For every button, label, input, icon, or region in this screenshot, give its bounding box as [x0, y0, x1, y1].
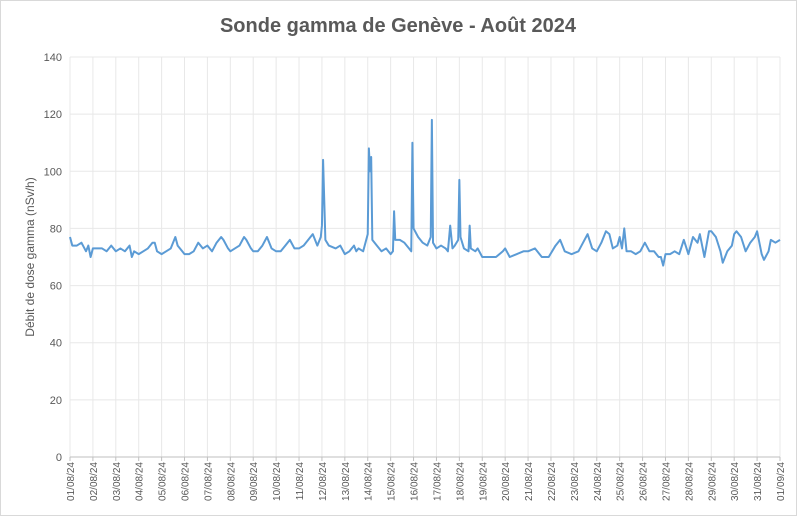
- y-tick-label: 20: [50, 395, 62, 407]
- y-tick-label: 140: [44, 52, 62, 64]
- x-tick-label: 15/08/24: [387, 462, 398, 501]
- x-tick-label: 01/08/24: [66, 462, 77, 501]
- x-tick-label: 12/08/24: [318, 462, 329, 501]
- x-tick-label: 29/08/24: [707, 462, 718, 501]
- chart-title: Sonde gamma de Genève - Août 2024: [220, 15, 577, 37]
- x-tick-label: 17/08/24: [432, 462, 443, 501]
- y-tick-label: 120: [44, 109, 62, 121]
- x-tick-label: 02/08/24: [89, 462, 100, 501]
- data-line: [69, 118, 781, 267]
- x-tick-label: 01/09/24: [776, 462, 787, 501]
- x-tick-label: 26/08/24: [639, 462, 650, 501]
- y-tick-label: 100: [44, 166, 62, 178]
- x-tick-label: 08/08/24: [226, 462, 237, 501]
- x-tick-label: 03/08/24: [112, 462, 123, 501]
- y-tick-label: 40: [50, 338, 62, 350]
- x-tick-label: 05/08/24: [158, 462, 169, 501]
- x-tick-label: 31/08/24: [753, 462, 764, 501]
- x-tick-label: 28/08/24: [684, 462, 695, 501]
- x-tick-label: 09/08/24: [249, 462, 260, 501]
- x-tick-label: 24/08/24: [593, 462, 604, 501]
- x-tick-label: 25/08/24: [616, 462, 627, 501]
- y-tick-label: 0: [56, 452, 62, 464]
- y-axis-label: Débit de dose gamma (nSv/h): [23, 177, 37, 336]
- x-tick-label: 20/08/24: [501, 462, 512, 501]
- y-tick-label: 60: [50, 281, 62, 293]
- x-tick-label: 06/08/24: [181, 462, 192, 501]
- y-tick-label: 80: [50, 223, 62, 235]
- x-tick-label: 11/08/24: [295, 462, 306, 501]
- x-tick-label: 27/08/24: [661, 462, 672, 501]
- x-tick-label: 10/08/24: [272, 462, 283, 501]
- x-tick-label: 16/08/24: [410, 462, 421, 501]
- x-tick-label: 07/08/24: [203, 462, 214, 501]
- x-tick-label: 13/08/24: [341, 462, 352, 501]
- x-tick-label: 23/08/24: [570, 462, 581, 501]
- x-tick-label: 21/08/24: [524, 462, 535, 501]
- x-tick-label: 04/08/24: [135, 462, 146, 501]
- x-tick-label: 14/08/24: [364, 462, 375, 501]
- x-tick-label: 22/08/24: [547, 462, 558, 501]
- x-tick-label: 19/08/24: [478, 462, 489, 501]
- x-tick-label: 30/08/24: [730, 462, 741, 501]
- x-tick-label: 18/08/24: [455, 462, 466, 501]
